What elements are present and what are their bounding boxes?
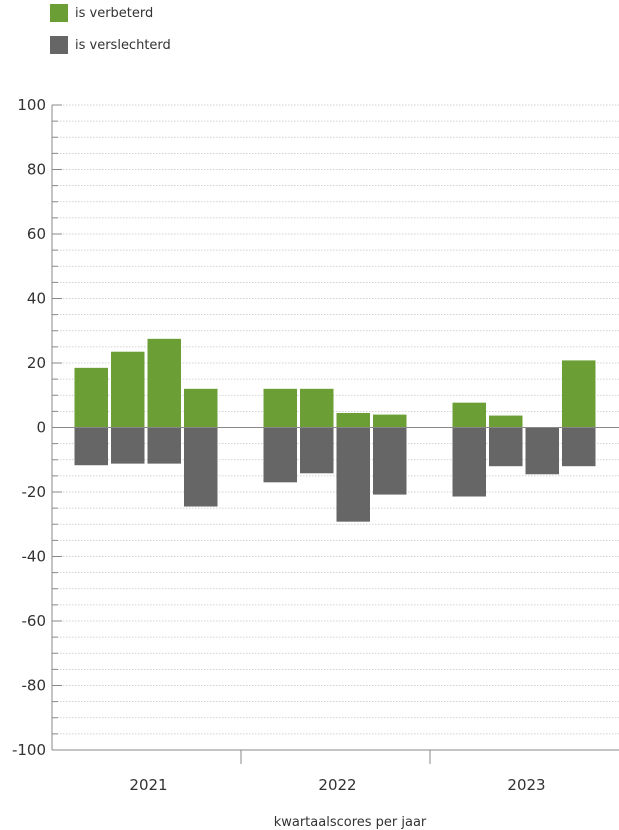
bar-improved[interactable] xyxy=(300,388,334,428)
bar-worsened[interactable] xyxy=(373,427,407,495)
x-group-label: 2023 xyxy=(507,776,545,794)
y-tick-label: 60 xyxy=(27,225,46,243)
bar-improved[interactable] xyxy=(147,338,182,428)
bar-improved[interactable] xyxy=(263,388,298,428)
legend-label-improved: is verbeterd xyxy=(75,5,154,21)
x-group-label: 2022 xyxy=(318,776,356,794)
bar-worsened[interactable] xyxy=(263,427,298,483)
bar-worsened[interactable] xyxy=(562,427,596,467)
legend-item-worsened[interactable]: is verslechterd xyxy=(50,36,171,54)
y-tick-label: 40 xyxy=(27,290,46,308)
bar-worsened[interactable] xyxy=(300,427,334,474)
y-tick-label: 0 xyxy=(36,419,46,437)
bar-improved[interactable] xyxy=(74,367,109,428)
y-tick-label: -100 xyxy=(12,741,46,759)
bar-improved[interactable] xyxy=(562,360,596,428)
x-axis-title: kwartaalscores per jaar xyxy=(274,815,427,830)
legend-item-improved[interactable]: is verbeterd xyxy=(50,4,171,22)
y-tick-label: -40 xyxy=(22,548,47,566)
legend-swatch-worsened xyxy=(50,36,68,54)
legend-label-worsened: is verslechterd xyxy=(75,37,171,53)
axes xyxy=(51,104,619,764)
bar-worsened[interactable] xyxy=(147,427,182,464)
bar-improved[interactable] xyxy=(336,412,371,428)
y-tick-label: -60 xyxy=(22,612,47,630)
bar-worsened[interactable] xyxy=(184,427,218,507)
x-group-label: 2021 xyxy=(129,776,167,794)
bar-worsened[interactable] xyxy=(452,427,487,497)
bar-worsened[interactable] xyxy=(336,427,371,522)
bar-improved[interactable] xyxy=(373,414,407,428)
y-tick-label: -80 xyxy=(22,677,47,695)
bar-worsened[interactable] xyxy=(74,427,109,466)
y-tick-labels: 100 80 60 40 20 0 -20 -40 -60 -80 -100 xyxy=(12,96,46,759)
bar-improved[interactable] xyxy=(184,388,218,428)
y-tick-label: 100 xyxy=(17,96,46,114)
bar-worsened[interactable] xyxy=(525,427,560,475)
bar-improved[interactable] xyxy=(489,415,523,428)
y-tick-label: -20 xyxy=(22,483,47,501)
bar-improved[interactable] xyxy=(111,351,145,428)
bar-improved[interactable] xyxy=(452,402,487,428)
bars xyxy=(74,338,596,522)
y-tick-label: 80 xyxy=(27,161,46,179)
x-group-labels: 2021 2022 2023 xyxy=(129,776,545,794)
legend-swatch-improved xyxy=(50,4,68,22)
legend: is verbeterd is verslechterd xyxy=(50,4,171,68)
y-tick-label: 20 xyxy=(27,354,46,372)
bar-worsened[interactable] xyxy=(111,427,145,464)
bar-worsened[interactable] xyxy=(489,427,523,467)
